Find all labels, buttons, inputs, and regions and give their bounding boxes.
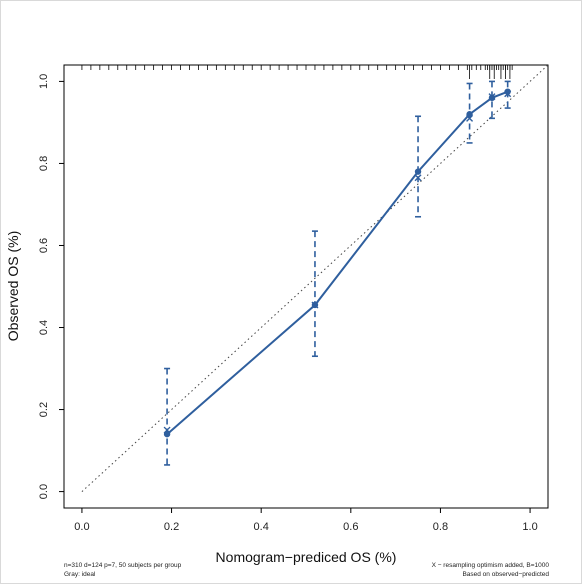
bias-corrected-x-marker [488, 93, 496, 101]
rug-ticks [81, 65, 513, 79]
y-tick-label: 1.0 [38, 74, 50, 89]
footnote-left-line1: n=310 d=124 p=7, 50 subjects per group [64, 562, 182, 569]
bias-corrected-x-marker [414, 174, 422, 182]
y-axis: 0.0 0.2 0.4 0.6 0.8 1.0 [38, 74, 64, 499]
footnote-left-line2: Gray: ideal [64, 571, 96, 578]
bias-corrected-x-marker [311, 301, 319, 309]
data-point [414, 168, 422, 175]
x-tick-label: 0.2 [164, 521, 179, 533]
ideal-line [81, 64, 549, 492]
bias-corrected-x-marker [504, 90, 512, 98]
footnote-right-line2: Based on observed−predicted [462, 571, 549, 578]
x-tick-label: 0.8 [433, 521, 448, 533]
x-tick-label: 0.0 [74, 521, 89, 533]
footnote-right-line1: X − resampling optimism added, B=1000 [432, 562, 550, 569]
bias-corrected-x-marker [163, 426, 171, 434]
x-marker-stroke [311, 301, 319, 309]
series-markers [163, 88, 512, 438]
x-tick-label: 0.4 [254, 521, 269, 533]
x-axis-title: Nomogram−prediced OS (%) [216, 549, 397, 565]
y-tick-label: 0.0 [38, 484, 50, 499]
series-lines [166, 90, 509, 435]
y-tick-label: 0.8 [38, 156, 50, 171]
y-axis-title: Observed OS (%) [5, 231, 21, 341]
x-axis: 0.0 0.2 0.4 0.6 0.8 1.0 [74, 508, 538, 533]
y-tick-label: 0.2 [38, 402, 50, 417]
y-tick-label: 0.6 [38, 238, 50, 253]
data-point [504, 88, 511, 95]
data-point [488, 94, 496, 102]
error-bars [164, 80, 511, 466]
bias-corrected-x-marker [466, 114, 474, 122]
x-marker-stroke [504, 90, 512, 98]
x-marker-stroke [163, 426, 171, 434]
apparent-calibration-line [166, 90, 509, 435]
x-tick-label: 1.0 [522, 521, 537, 533]
x-tick-label: 0.6 [343, 521, 358, 533]
y-tick-label: 0.4 [38, 320, 50, 335]
ideal-reference-line [81, 64, 549, 492]
x-marker-stroke [488, 93, 496, 101]
x-marker-stroke [466, 114, 474, 122]
x-marker-stroke [414, 174, 422, 182]
